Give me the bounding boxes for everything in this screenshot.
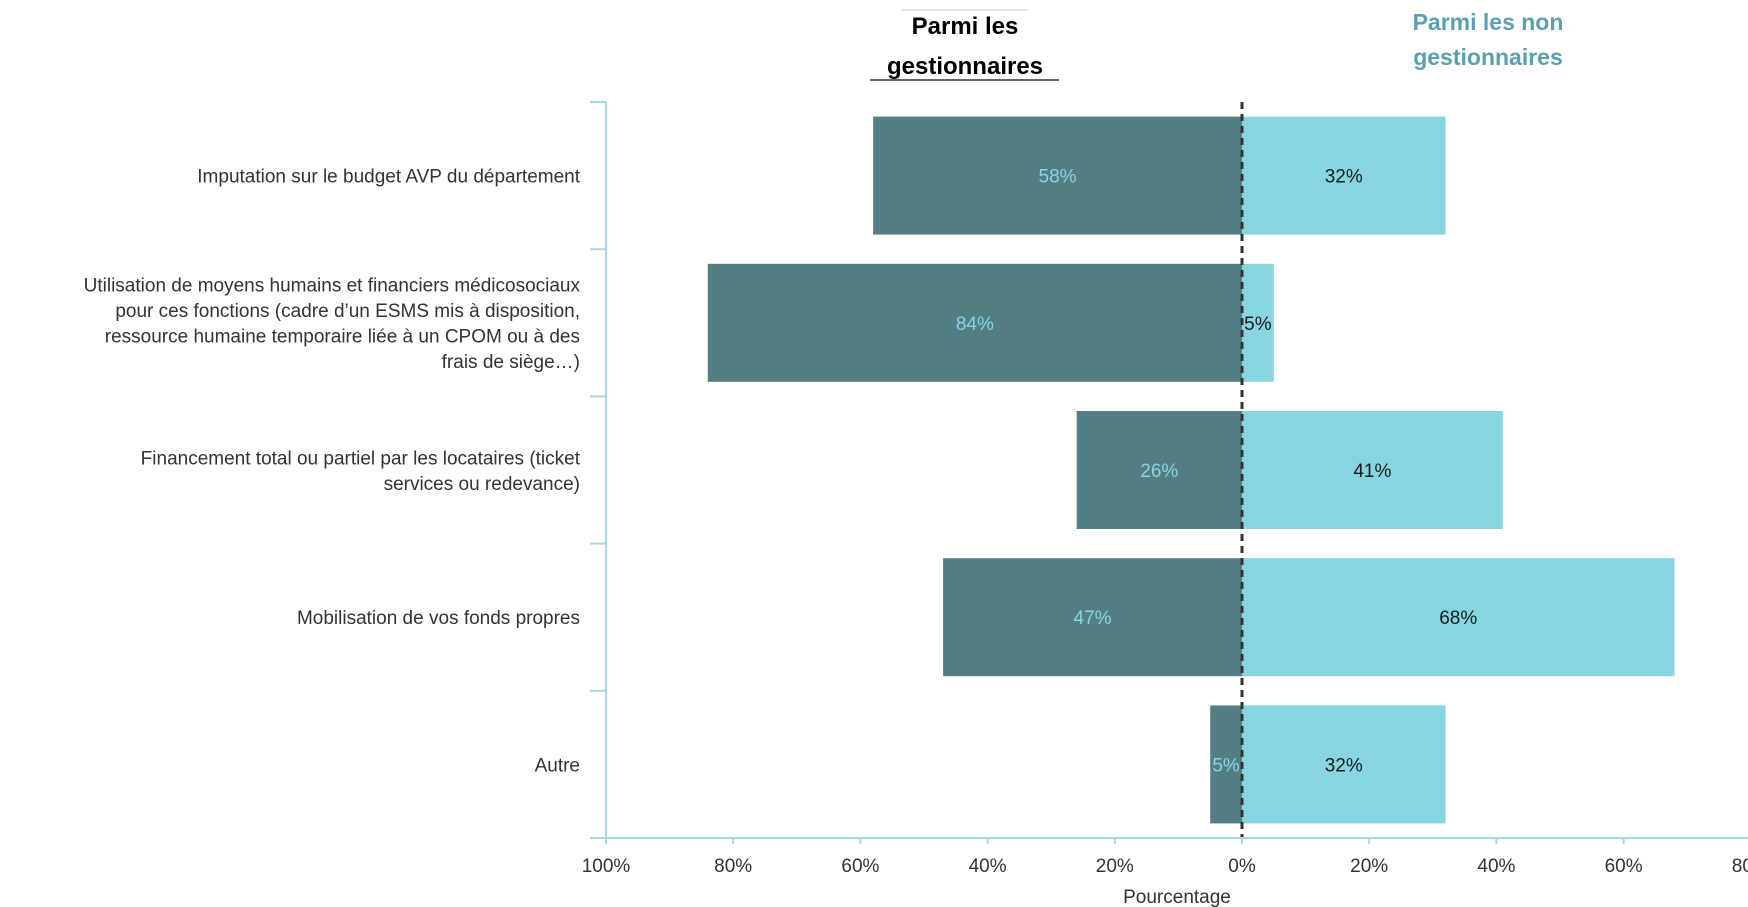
bar-gestionnaires [943,558,1242,677]
heading-left-line: gestionnaires [887,53,1043,80]
bar-gestionnaires [707,263,1242,382]
bar-label-non-gestionnaires: 5% [1244,314,1272,335]
x-axis-title: Pourcentage [1123,887,1231,907]
bar-label-gestionnaires: 84% [956,314,994,335]
category-label-line: Financement total ou partiel par les loc… [141,448,581,469]
heading-right-line: gestionnaires [1413,44,1563,70]
heading-right-line: Parmi les non [1413,9,1564,35]
x-tick-label: 100% [582,856,631,877]
bar-label-gestionnaires: 58% [1039,167,1077,188]
bar-gestionnaires [1076,411,1242,529]
bar-label-gestionnaires: 47% [1074,608,1112,629]
bar-non-gestionnaires [1242,411,1503,529]
bar-label-non-gestionnaires: 41% [1353,461,1391,482]
bar-label-gestionnaires: 26% [1140,461,1178,482]
bar-non-gestionnaires [1242,116,1446,235]
heading-left-line: Parmi les [912,13,1019,40]
x-tick-label: 20% [1350,856,1388,877]
x-tick-label: 60% [841,856,879,877]
x-tick-label: 20% [1096,856,1134,877]
category-labels-group: Imputation sur le budget AVP du départem… [84,167,581,777]
bar-non-gestionnaires [1242,705,1446,824]
category-label-line: ressource humaine temporaire liée à un C… [105,327,580,348]
x-tick-label: 40% [1477,856,1515,877]
bar-non-gestionnaires [1242,263,1274,382]
category-label-line: Utilisation de moyens humains et financi… [84,276,581,297]
axes-group: 100% 80% 60% 40% 20% 0% 20% 40% 60% 80% Pourcentag… [582,101,1748,907]
bar-label-non-gestionnaires: 32% [1325,755,1363,776]
chart-headings: Parmi les gestionnaires Parmi les non gesti… [870,9,1564,81]
x-tick-label: 80% [714,856,752,877]
bar-label-gestionnaires: 5% [1212,755,1240,776]
category-label-line: Mobilisation de vos fonds propres [297,608,580,629]
bar-non-gestionnaires [1242,558,1675,677]
category-label-line: Imputation sur le budget AVP du départem… [197,167,580,188]
bar-labels-group: 58% 32% 84% 5% 26% 41% 47% 68% 5% 32% [956,167,1477,777]
category-label-line: frais de siège…) [442,352,580,373]
bar-gestionnaires [1210,705,1242,824]
bars-group [707,116,1675,824]
category-label-line: Autre [535,755,580,776]
bar-label-non-gestionnaires: 68% [1439,608,1477,629]
x-tick-label: 60% [1605,856,1643,877]
bar-gestionnaires [873,116,1242,235]
x-tick-label: 40% [969,856,1007,877]
category-label-line: services ou redevance) [384,474,580,495]
bar-label-non-gestionnaires: 32% [1325,167,1363,188]
x-tick-label: 0% [1228,856,1256,877]
category-label-line: pour ces fonctions (cadre d’un ESMS mis … [115,301,580,322]
x-tick-label: 80% [1732,856,1748,877]
